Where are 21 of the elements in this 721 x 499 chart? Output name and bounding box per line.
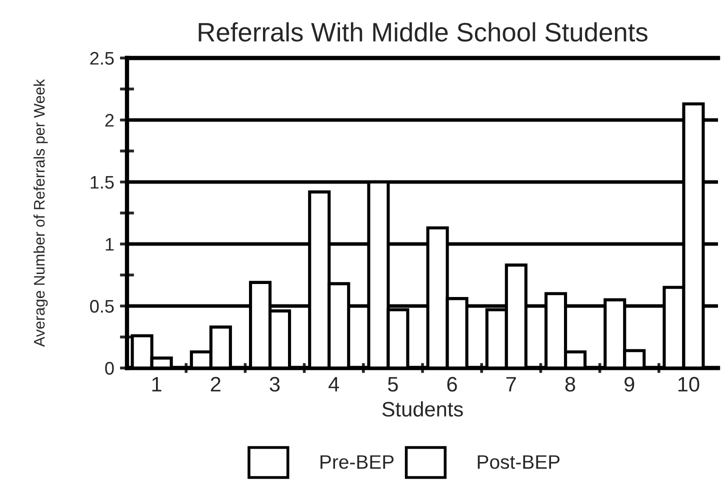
x-tick-label: 2 bbox=[210, 376, 220, 392]
x-tick-label: 4 bbox=[328, 377, 340, 392]
y-tick-label: 1 bbox=[106, 238, 114, 251]
x-tick-label: 7 bbox=[506, 377, 516, 392]
x-axis-title: Students bbox=[382, 401, 463, 417]
y-tick-label: 2.5 bbox=[90, 52, 114, 65]
y-tick-label: 0 bbox=[105, 362, 114, 375]
legend-label: Post-BEP bbox=[478, 455, 560, 469]
x-tick-label: 6 bbox=[447, 376, 457, 392]
y-tick-label: 1.5 bbox=[90, 176, 114, 189]
x-tick-label: 1 bbox=[152, 377, 162, 392]
x-tick-label: 5 bbox=[388, 377, 398, 392]
y-tick-label: 2 bbox=[105, 114, 114, 127]
x-tick-label: 8 bbox=[565, 376, 576, 392]
x-tick-label: 3 bbox=[270, 376, 280, 392]
chart-title: Referrals With Middle School Students bbox=[198, 22, 648, 42]
y-axis-title: Average Number of Referrals per Week bbox=[33, 79, 48, 347]
y-tick-label: 0.5 bbox=[90, 300, 114, 313]
x-tick-label: 10 bbox=[678, 376, 700, 392]
legend-label: Pre-BEP bbox=[320, 455, 394, 469]
x-tick-label: 9 bbox=[624, 376, 634, 392]
